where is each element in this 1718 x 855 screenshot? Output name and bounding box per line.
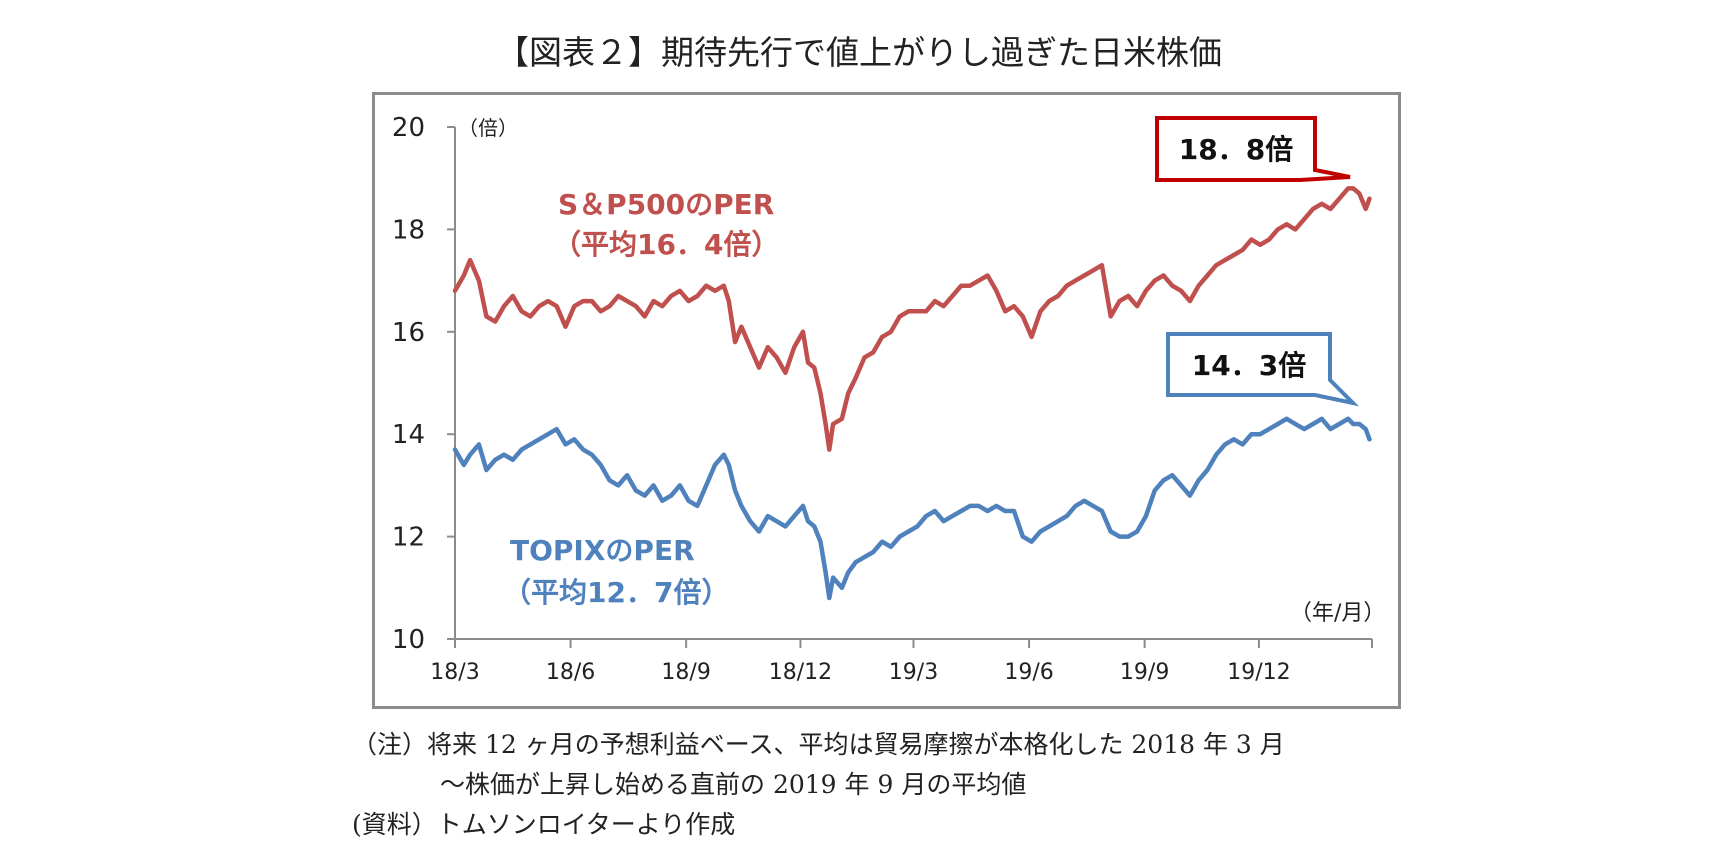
y-tick-label: 18 (392, 215, 425, 245)
sp500-callout: 18．8倍 (1155, 116, 1351, 182)
chart-frame (372, 92, 1401, 709)
x-tick-label: 18/6 (546, 660, 595, 685)
source-line: (資料）トムソンロイターより作成 (352, 810, 736, 839)
sp500-average-label: （平均16．4倍） (553, 228, 779, 261)
y-unit-label: （倍） (458, 116, 518, 140)
y-tick-label: 14 (392, 420, 425, 450)
note-line-1: （注）将来 12 ヶ月の予想利益ベース、平均は貿易摩擦が本格化した 2018 年… (352, 730, 1285, 759)
sp500-series-name: S＆P500のPER (558, 188, 774, 221)
y-tick-label: 10 (392, 625, 425, 655)
x-tick-label: 18/3 (430, 660, 479, 685)
x-tick-label: 19/9 (1120, 660, 1169, 685)
x-unit-label: （年/月） (1290, 601, 1385, 626)
series-group (452, 186, 1372, 601)
x-tick-label: 18/12 (769, 660, 832, 685)
y-axis: 10 12 14 16 18 20 (392, 113, 456, 655)
page-title: 【図表２】期待先行で値上がりし過ぎた日米株価 (496, 33, 1222, 72)
topix-average-label: （平均12．7倍） (503, 576, 729, 609)
y-tick-label: 12 (392, 523, 425, 553)
y-tick-label: 20 (392, 113, 425, 143)
topix-per-line (452, 416, 1372, 601)
x-tick-label: 18/9 (661, 660, 710, 685)
x-tick-label: 19/3 (889, 660, 938, 685)
x-axis: 18/3 18/6 18/9 18/12 19/3 19/6 19/9 19/12 (430, 638, 1373, 685)
sp500-per-line (452, 186, 1372, 452)
note-line-2: ～株価が上昇し始める直前の 2019 年 9 月の平均値 (440, 770, 1027, 799)
sp500-callout-label: 18．8倍 (1179, 133, 1293, 166)
y-tick-label: 16 (392, 318, 425, 348)
topix-callout-label: 14．3倍 (1192, 349, 1306, 382)
topix-callout: 14．3倍 (1166, 332, 1360, 407)
x-tick-label: 19/12 (1227, 660, 1290, 685)
topix-series-name: TOPIXのPER (510, 534, 695, 567)
x-tick-label: 19/6 (1004, 660, 1053, 685)
